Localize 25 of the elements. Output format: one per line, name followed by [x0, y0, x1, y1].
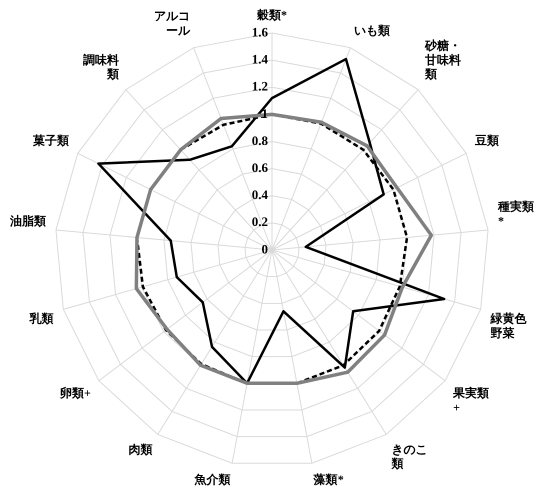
spoke-label: 卵類+ [59, 386, 92, 400]
spoke-label: 油脂類 [9, 214, 46, 228]
spoke-label: 肉類 [128, 442, 153, 456]
y-tick-label: 1.4 [252, 52, 268, 67]
spoke-label: 種実類* [497, 200, 534, 228]
y-tick-label: 0.2 [252, 214, 268, 230]
spoke-label: 菓子類 [32, 134, 69, 148]
y-tick-label: 1.6 [252, 24, 268, 40]
spoke-label: 乳類 [28, 311, 54, 326]
y-tick-label: 0.4 [252, 187, 268, 202]
spoke-label: アルコール [154, 8, 192, 38]
spoke-label: 果実類+ [452, 386, 490, 414]
y-tick-label: 0.6 [252, 160, 268, 175]
spoke-label: きのこ類 [390, 442, 428, 471]
y-tick-label: 0 [262, 241, 268, 256]
spoke-label: 豆類 [474, 134, 500, 148]
y-tick-label: 0.8 [252, 132, 268, 148]
spoke-label: いも類 [354, 23, 390, 38]
y-tick-label: 1.2 [252, 78, 268, 94]
spoke-label: 魚介類 [193, 472, 230, 486]
spoke-label: 藻類* [312, 472, 344, 486]
spoke-label: 緑黄色野菜 [489, 311, 528, 340]
spoke-label: 穀類* [256, 8, 287, 22]
spoke-label: 砂糖・甘味料類 [424, 38, 461, 82]
spoke-label: 調味料類 [82, 52, 120, 82]
